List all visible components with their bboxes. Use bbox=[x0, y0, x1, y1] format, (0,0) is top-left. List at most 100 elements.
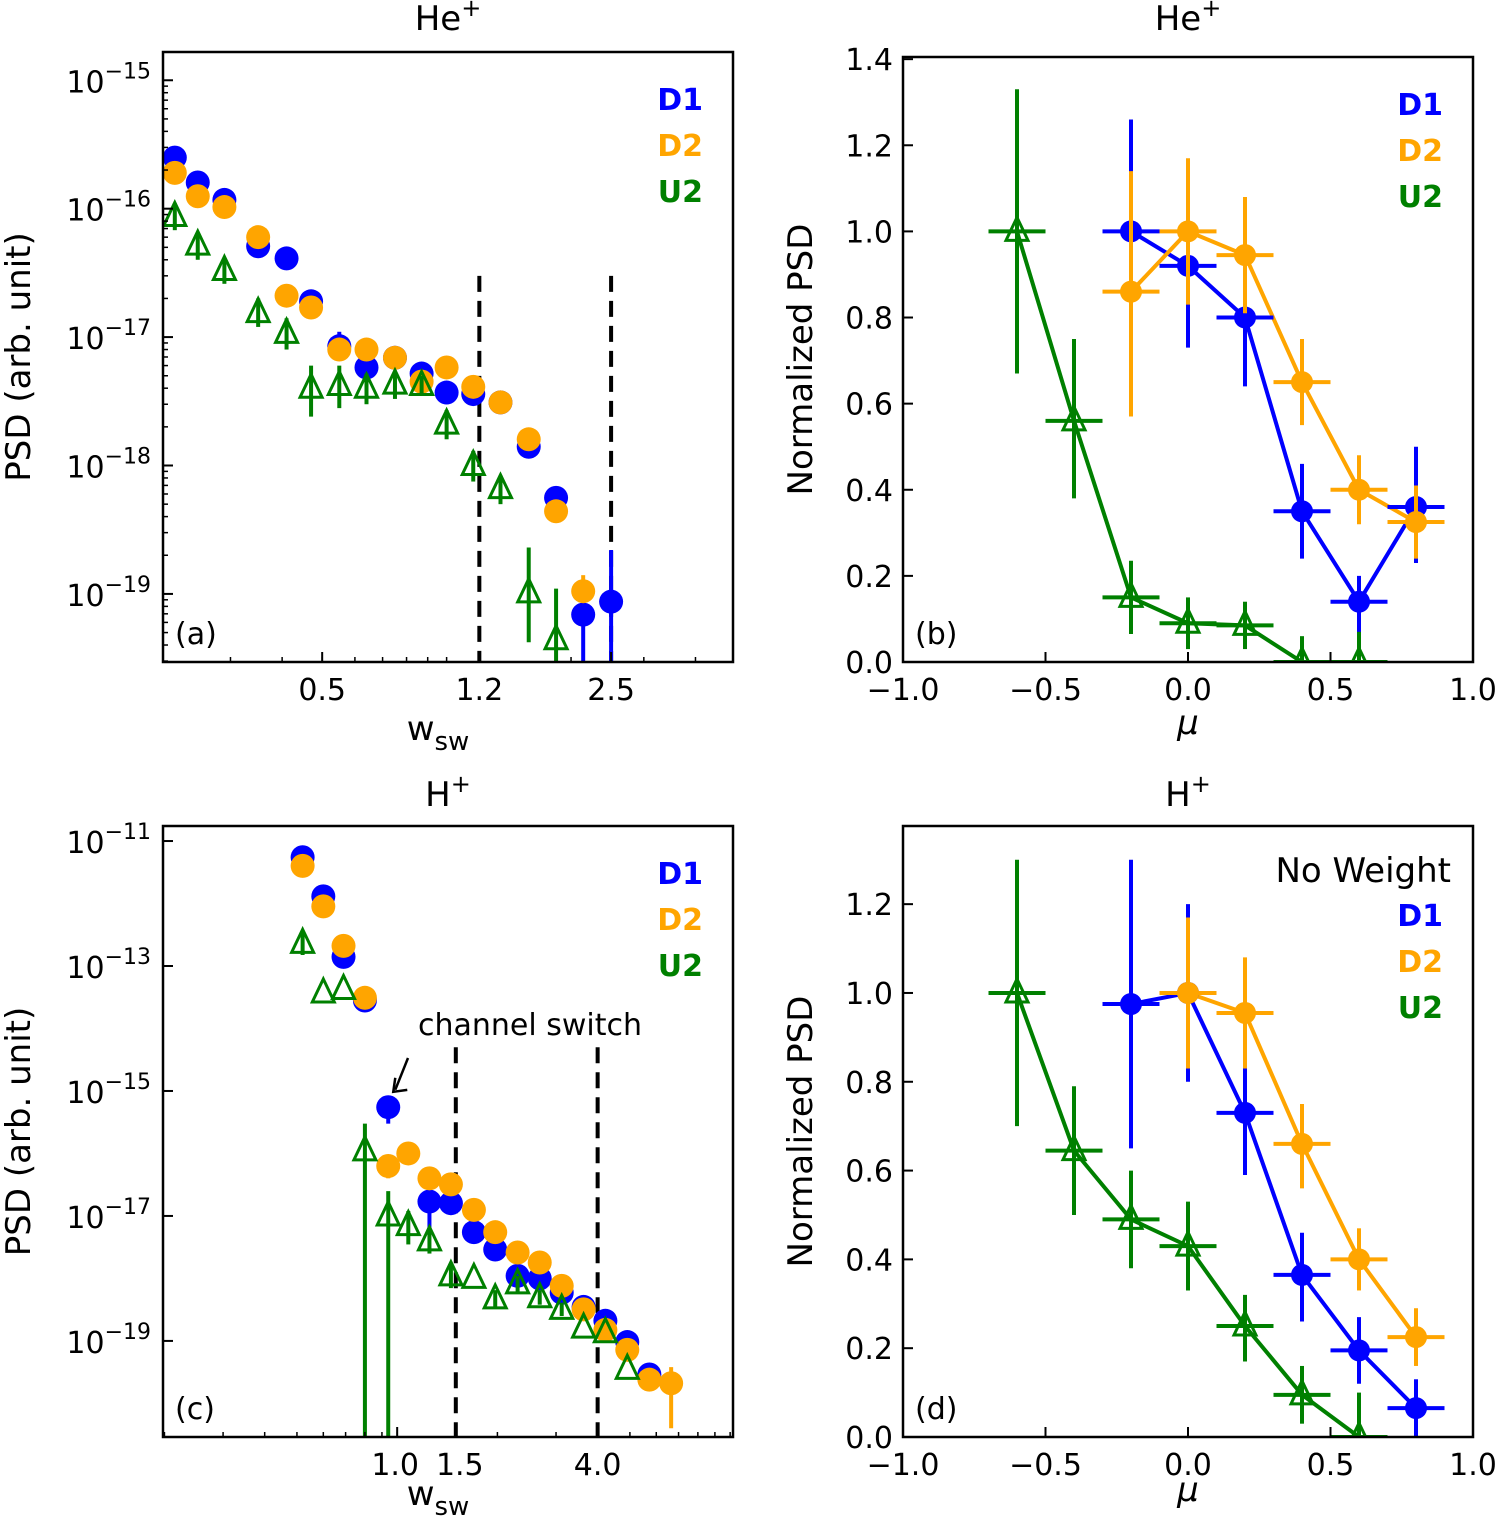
y-tick-label: 10−18 bbox=[66, 445, 151, 486]
data-point-d2 bbox=[571, 1297, 596, 1322]
no-weight-annotation: No Weight bbox=[1276, 851, 1452, 891]
x-axis-label: μ bbox=[1176, 703, 1199, 743]
x-label-base: w bbox=[407, 1474, 435, 1514]
y-tick-exp: −15 bbox=[105, 59, 151, 84]
annotation-arrow bbox=[394, 1057, 410, 1091]
data-point-u2 bbox=[1293, 644, 1311, 662]
series-line-d1 bbox=[1129, 229, 1418, 606]
title-sup: + bbox=[451, 770, 471, 798]
panel-label: (a) bbox=[175, 617, 217, 652]
data-point-d1 bbox=[438, 1191, 463, 1216]
data-point-u2 bbox=[487, 471, 514, 500]
axes-frame bbox=[901, 55, 1475, 664]
y-tick-label: 1.0 bbox=[845, 215, 893, 250]
y-tick-label: 0.4 bbox=[845, 474, 893, 509]
data-point-d2 bbox=[311, 894, 336, 919]
x-tick-label: 1.2 bbox=[455, 673, 503, 708]
data-point-d1 bbox=[571, 602, 596, 627]
data-point-d2 bbox=[461, 374, 486, 399]
data-point-d1 bbox=[274, 246, 299, 271]
y-tick-label: 0.6 bbox=[845, 1155, 893, 1190]
y-tick-base: 10 bbox=[66, 1201, 104, 1236]
data-point-u2 bbox=[1003, 213, 1031, 242]
x-tick-label: −1.0 bbox=[867, 673, 940, 708]
y-tick-label: 10−17 bbox=[66, 316, 151, 357]
y-tick-label: 0.0 bbox=[845, 1421, 893, 1456]
data-point-d2 bbox=[1291, 371, 1313, 394]
chart-title: H+ bbox=[1165, 770, 1211, 815]
data-point-u2 bbox=[1117, 579, 1145, 608]
data-point-d2 bbox=[1405, 511, 1427, 534]
x-label-base: w bbox=[407, 709, 435, 749]
legend-entry-d2: D2 bbox=[1397, 945, 1443, 980]
data-point-u2 bbox=[459, 448, 487, 477]
data-point-u2 bbox=[504, 1266, 531, 1295]
panel-label: (b) bbox=[915, 617, 957, 652]
y-tick-base: 10 bbox=[66, 1076, 104, 1111]
data-point-d2 bbox=[417, 1166, 442, 1191]
axes-frame bbox=[161, 824, 735, 1439]
title-base: He bbox=[415, 0, 461, 39]
panel-label: (c) bbox=[175, 1392, 215, 1427]
data-point-d2 bbox=[571, 579, 596, 604]
data-point-u2 bbox=[433, 406, 460, 435]
data-point-d2 bbox=[1177, 220, 1199, 243]
legend-entry-u2: U2 bbox=[658, 949, 703, 984]
x-axis-label: wsw bbox=[407, 1474, 470, 1520]
x-tick-label: −0.5 bbox=[1009, 673, 1082, 708]
data-point-d2 bbox=[434, 355, 459, 380]
data-point-d1 bbox=[417, 1189, 442, 1214]
x-tick-label: −0.5 bbox=[1009, 1448, 1082, 1483]
data-point-u2 bbox=[408, 367, 435, 396]
legend-entry-d1: D1 bbox=[657, 857, 703, 892]
data-point-u2 bbox=[289, 925, 317, 954]
y-tick-base: 10 bbox=[66, 65, 104, 100]
data-point-d1 bbox=[376, 1095, 401, 1120]
x-tick-label: 0.0 bbox=[1164, 673, 1212, 708]
data-point-d2 bbox=[382, 345, 407, 370]
data-point-d2 bbox=[1348, 1248, 1370, 1271]
data-point-u2 bbox=[374, 1198, 402, 1227]
data-point-u2 bbox=[548, 1291, 576, 1320]
y-tick-label: 0.2 bbox=[845, 560, 893, 595]
data-point-d2 bbox=[615, 1337, 640, 1362]
channel-switch-annotation: channel switch bbox=[418, 1008, 642, 1043]
legend-entry-d1: D1 bbox=[657, 83, 703, 118]
data-point-d2 bbox=[637, 1367, 662, 1392]
data-point-d2 bbox=[544, 499, 569, 524]
data-point-u2 bbox=[394, 1208, 422, 1237]
data-point-d2 bbox=[1234, 1001, 1256, 1024]
y-tick-label: 1.2 bbox=[845, 129, 893, 164]
x-tick-label: −1.0 bbox=[867, 1448, 940, 1483]
data-point-d2 bbox=[659, 1371, 684, 1396]
data-point-d2 bbox=[438, 1172, 463, 1197]
x-tick-label: 0.5 bbox=[298, 673, 346, 708]
panel-label: (d) bbox=[915, 1392, 957, 1427]
y-tick-base: 10 bbox=[66, 951, 104, 986]
panel-b: He+0.00.20.40.60.81.01.21.4−1.0 −0.5 0.0 0.… bbox=[781, 0, 1497, 743]
data-point-u2 bbox=[481, 1281, 509, 1310]
arrow-head-icon bbox=[391, 1077, 408, 1094]
y-axis-label: Normalized PSD bbox=[781, 996, 821, 1268]
x-axis-label: wsw bbox=[407, 709, 470, 757]
y-tick-exp: −17 bbox=[105, 1195, 151, 1220]
y-tick-exp: −13 bbox=[105, 945, 151, 970]
y-tick-label: 10−16 bbox=[66, 188, 151, 229]
data-point-d2 bbox=[488, 390, 513, 415]
data-point-d2 bbox=[1348, 478, 1370, 501]
data-point-u2 bbox=[515, 575, 543, 604]
data-point-d2 bbox=[354, 337, 379, 362]
data-point-d2 bbox=[593, 1317, 618, 1342]
y-tick-label: 1.0 bbox=[845, 977, 893, 1012]
y-axis-label: PSD (arb. unit) bbox=[0, 232, 39, 482]
x-axis-label: μ bbox=[1176, 1470, 1199, 1510]
y-tick-label: 0.8 bbox=[845, 1066, 893, 1101]
x-tick-label: 1.0 bbox=[1449, 673, 1497, 708]
y-tick-label: 1.4 bbox=[845, 43, 893, 78]
y-tick-label: 10−15 bbox=[66, 59, 151, 100]
data-point-d2 bbox=[527, 1250, 552, 1275]
legend-entry-u2: U2 bbox=[1398, 180, 1443, 215]
data-point-d2 bbox=[505, 1240, 530, 1265]
y-tick-label: 0.2 bbox=[845, 1332, 893, 1367]
y-tick-exp: −19 bbox=[105, 1320, 151, 1345]
